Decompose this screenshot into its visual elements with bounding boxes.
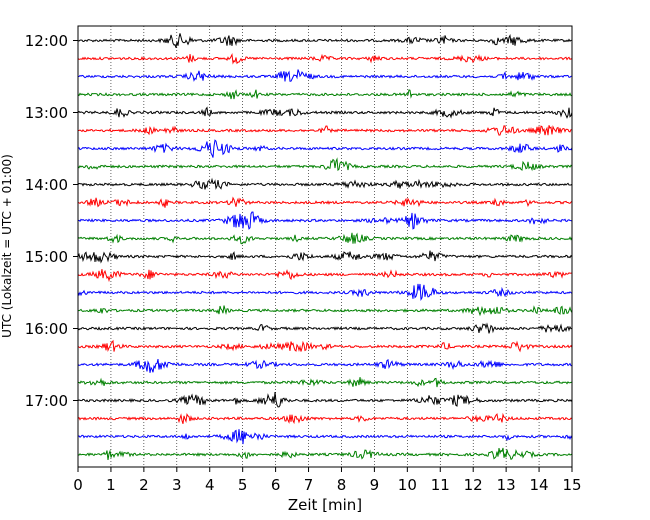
seismic-trace (77, 33, 573, 48)
seismic-trace (77, 358, 573, 373)
seismic-trace (77, 177, 573, 190)
seismic-trace (77, 157, 573, 172)
trace-group (77, 33, 573, 461)
seismic-trace (77, 196, 573, 208)
seismic-trace (77, 412, 573, 425)
x-axis-label: Zeit [min] (288, 496, 362, 514)
x-tick-label: 7 (304, 476, 314, 494)
seismic-trace (77, 377, 573, 388)
seismic-trace (77, 250, 573, 264)
seismic-trace (77, 125, 573, 136)
seismic-trace (77, 429, 573, 445)
seismic-trace (77, 211, 573, 230)
seismic-trace (77, 339, 573, 353)
x-tick-label: 10 (398, 476, 417, 494)
seismic-trace (77, 269, 573, 283)
x-tick-label: 1 (106, 476, 116, 494)
x-axis-ticks: 0 1 2 3 4 5 6 7 8 9 10 11 12 13 14 15 (73, 467, 582, 494)
seismic-trace (77, 232, 573, 245)
x-tick-label: 4 (205, 476, 215, 494)
y-tick-label: 17:00 (25, 392, 68, 410)
y-tick-label: 14:00 (25, 176, 68, 194)
seismic-trace (77, 392, 573, 408)
y-axis-ticks: 12:00 13:00 14:00 15:00 16:00 17:00 (25, 32, 78, 410)
seismic-trace (77, 52, 573, 65)
x-tick-label: 13 (497, 476, 516, 494)
x-tick-label: 11 (431, 476, 450, 494)
y-tick-label: 12:00 (25, 32, 68, 50)
seismic-trace (77, 322, 573, 334)
x-tick-label: 12 (464, 476, 483, 494)
x-tick-label: 0 (73, 476, 83, 494)
seismic-trace (77, 106, 573, 119)
seismic-trace (77, 89, 573, 100)
x-tick-label: 14 (530, 476, 549, 494)
seismic-trace (77, 69, 573, 82)
x-tick-label: 3 (172, 476, 182, 494)
seismic-trace (77, 305, 573, 317)
seismic-trace (77, 283, 573, 302)
x-tick-label: 5 (238, 476, 248, 494)
y-tick-label: 15:00 (25, 248, 68, 266)
y-tick-label: 16:00 (25, 320, 68, 338)
plot-frame (77, 25, 573, 468)
x-tick-label: 15 (562, 476, 581, 494)
x-tick-label: 2 (139, 476, 149, 494)
seismic-trace (77, 447, 573, 461)
x-tick-label: 9 (370, 476, 380, 494)
y-axis-label: UTC (Lokalzeit = UTC + 01:00) (0, 154, 14, 338)
seismic-trace (77, 139, 573, 158)
y-tick-label: 13:00 (25, 104, 68, 122)
x-tick-label: 6 (271, 476, 281, 494)
x-tick-label: 8 (337, 476, 347, 494)
